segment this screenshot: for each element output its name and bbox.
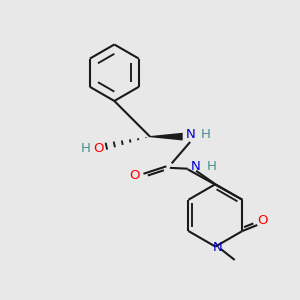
Text: H: H: [201, 128, 211, 141]
Polygon shape: [150, 133, 183, 140]
Text: H: H: [207, 160, 217, 173]
Text: N: N: [213, 241, 223, 254]
Text: O: O: [258, 214, 268, 227]
Text: N: N: [186, 128, 196, 141]
Text: N: N: [191, 160, 201, 173]
Text: O: O: [94, 142, 104, 155]
Text: O: O: [129, 169, 140, 182]
Text: H: H: [81, 142, 91, 155]
